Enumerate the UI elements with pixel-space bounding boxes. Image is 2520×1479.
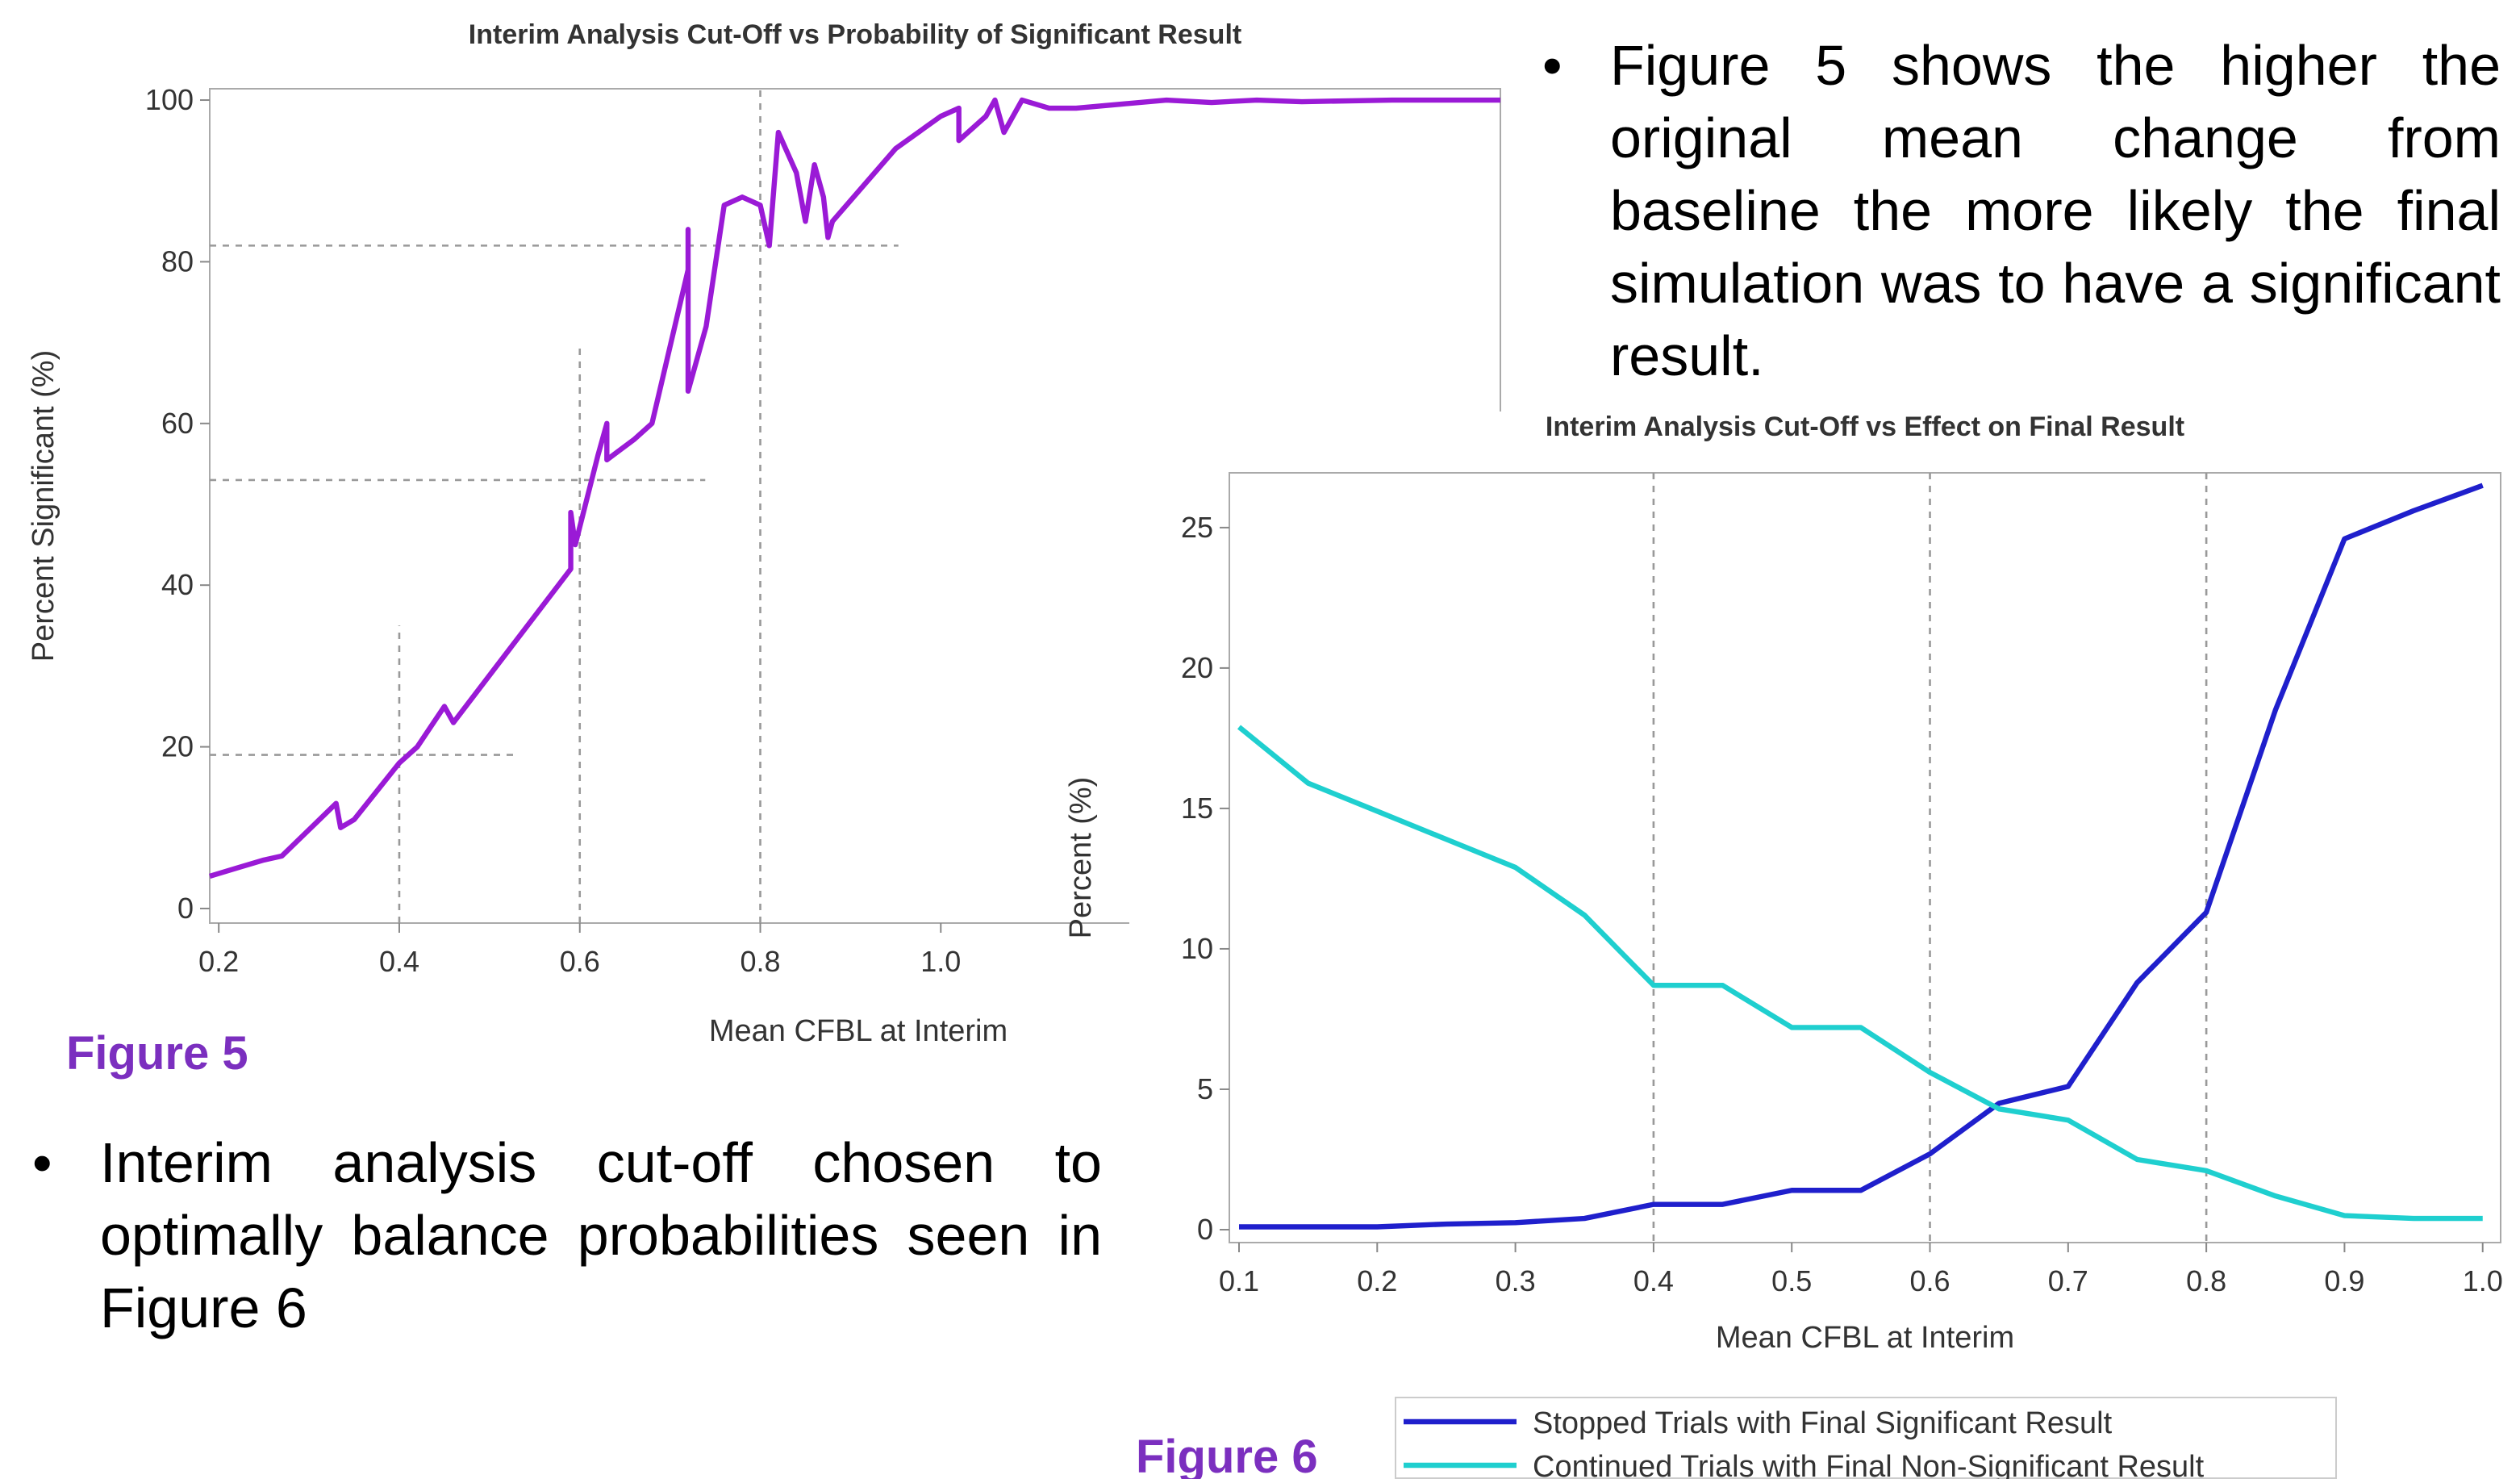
legend-box — [1395, 1397, 2337, 1479]
data-line — [209, 97, 1500, 879]
y-tick-label: 15 — [1181, 792, 1213, 825]
bullet-text: Interim analysis cut-off chosen to optim… — [100, 1131, 1102, 1339]
y-tick-label: 40 — [161, 568, 194, 601]
x-tick-label: 0.2 — [1357, 1264, 1397, 1297]
bullet: • Interim analysis cut-off chosen to opti… — [32, 1131, 1102, 1339]
y-tick-label: 10 — [1181, 932, 1213, 965]
chart-background — [1129, 412, 2520, 1479]
x-tick-label: 0.5 — [1771, 1264, 1812, 1297]
y-tick-label: 5 — [1197, 1072, 1213, 1105]
y-tick-label: 80 — [161, 244, 194, 278]
y-axis-label: Percent Significant (%) — [27, 350, 60, 662]
x-tick-label: 0.6 — [1909, 1264, 1950, 1297]
x-tick-label: 0.9 — [2324, 1264, 2364, 1297]
y-tick-label: 20 — [1181, 651, 1213, 684]
y-tick-label: 25 — [1181, 511, 1213, 544]
y-tick-label: 60 — [161, 407, 194, 440]
plot-frame — [1229, 472, 2501, 1243]
x-tick-label: 1.0 — [920, 945, 961, 978]
y-tick-label: 0 — [177, 892, 194, 925]
legend-label: Stopped Trials with Final Significant Re… — [1533, 1406, 2113, 1440]
x-tick-label: 0.4 — [1633, 1264, 1674, 1297]
data-line — [1237, 725, 2483, 1222]
chart-title: Interim Analysis Cut-Off vs Probability … — [469, 19, 1241, 50]
legend-label: Continued Trials with Final Non-Signific… — [1533, 1450, 2205, 1479]
x-axis-label: Mean CFBL at Interim — [1716, 1321, 2014, 1355]
figure-label: Figure 5 — [66, 1027, 248, 1080]
y-tick-label: 100 — [145, 83, 194, 116]
data-line — [1239, 483, 2484, 1230]
x-tick-label: 0.6 — [560, 945, 600, 978]
x-tick-label: 1.0 — [2463, 1264, 2503, 1297]
x-tick-label: 0.7 — [2048, 1264, 2088, 1297]
x-tick-label: 0.1 — [1219, 1264, 1259, 1297]
chart-title: Interim Analysis Cut-Off vs Effect on Fi… — [1546, 412, 2184, 442]
x-tick-label: 0.2 — [198, 945, 239, 978]
bullet-text: Figure 5 shows the higher the original m… — [1610, 34, 2501, 387]
y-axis-label: Percent (%) — [1064, 777, 1098, 939]
x-tick-label: 0.8 — [2186, 1264, 2226, 1297]
y-tick-label: 0 — [1197, 1213, 1213, 1246]
x-axis-label: Mean CFBL at Interim — [709, 1014, 1008, 1048]
x-tick-label: 0.8 — [740, 945, 780, 978]
figure-label: Figure 6 — [1136, 1431, 1318, 1479]
x-tick-label: 0.4 — [379, 945, 419, 978]
y-tick-label: 20 — [161, 730, 194, 763]
x-tick-label: 0.3 — [1496, 1264, 1536, 1297]
bullet: • Figure 5 shows the higher the original … — [1542, 34, 2501, 387]
